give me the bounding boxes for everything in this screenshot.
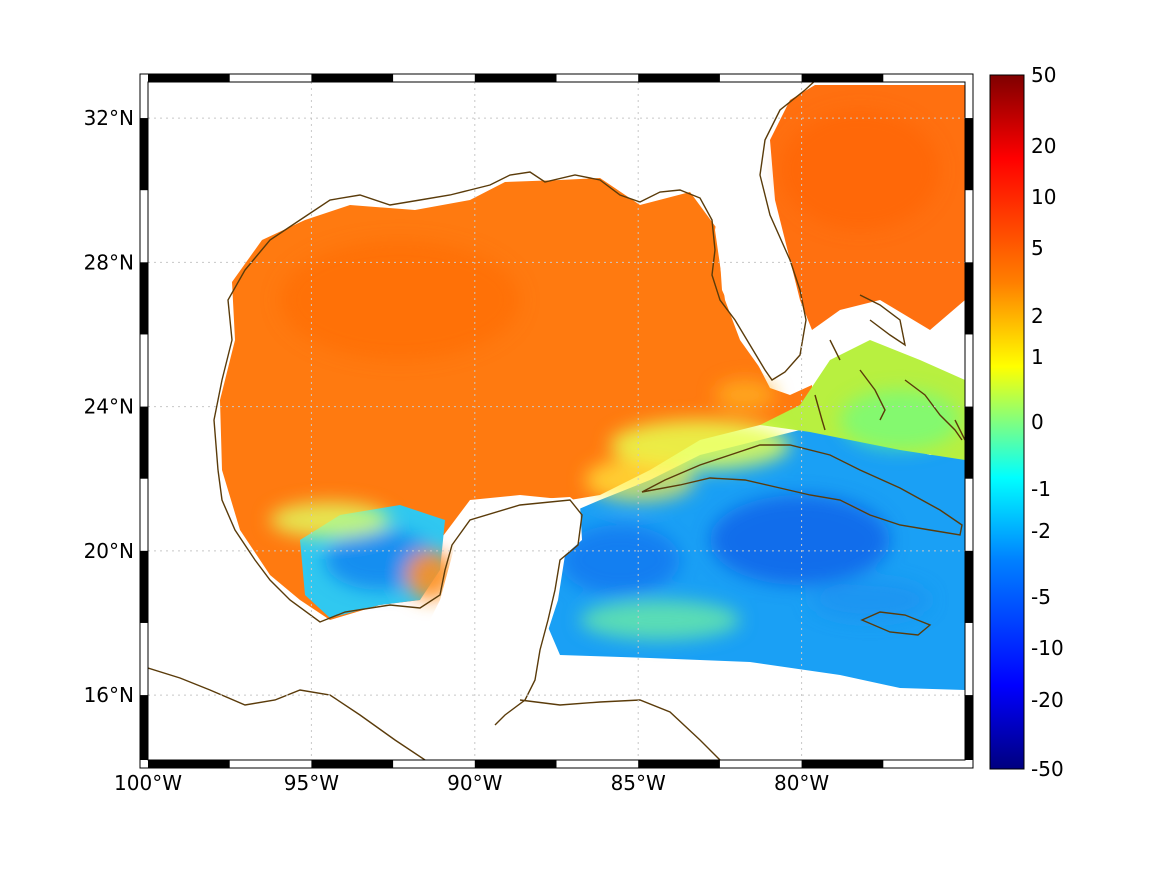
lat-tick-label: 32°N (84, 106, 134, 130)
lat-tick-label: 16°N (84, 683, 134, 707)
frame-segment (638, 74, 720, 82)
colorbar-tick-label: 0 (1031, 410, 1044, 434)
frame-segment (638, 760, 720, 768)
frame-segment (965, 262, 973, 335)
colorbar-tick-label: 1 (1031, 345, 1044, 369)
frame-segment (311, 74, 394, 82)
map-frame (139, 73, 974, 769)
frame-segment (140, 695, 148, 760)
lat-tick-label: 24°N (84, 395, 134, 419)
jamaica-coast (860, 611, 932, 636)
field-blend (270, 110, 960, 640)
frame-segment (474, 760, 557, 768)
mexico-gulf-coast (217, 469, 583, 726)
colorbar-tick-label: 50 (1031, 63, 1056, 87)
lon-tick-label: 90°W (447, 771, 502, 795)
honduras-coast (519, 699, 721, 760)
colorbar-tick-label: 10 (1031, 185, 1056, 209)
frame-segment (140, 118, 148, 191)
lon-tick-label: 100°W (114, 771, 182, 795)
frame-segment (801, 760, 884, 768)
data-field (220, 85, 965, 690)
colorbar-bar (989, 74, 1025, 770)
land-mask (148, 82, 814, 760)
colorbar-tick-label: -50 (1031, 757, 1064, 781)
hispaniola-coast (954, 419, 965, 441)
lat-tick-label: 20°N (84, 539, 134, 563)
graticule (148, 82, 965, 760)
colorbar-tick-label: 5 (1031, 236, 1044, 260)
frame-segment (965, 695, 973, 760)
colorbar-tick-label: 20 (1031, 134, 1056, 158)
cuba-coast (641, 444, 963, 536)
frame-segment (148, 760, 230, 768)
frame-segment (965, 118, 973, 191)
lon-tick-label: 80°W (774, 771, 829, 795)
frame-segment (148, 74, 230, 82)
frame-segment (801, 74, 884, 82)
lon-tick-label: 85°W (611, 771, 666, 795)
coastlines (148, 82, 965, 760)
colorbar-tick-label: -2 (1031, 519, 1051, 543)
colorbar-tick-label: -20 (1031, 688, 1064, 712)
frame-segment (140, 406, 148, 479)
frame-segment (965, 406, 973, 479)
central-america-land (148, 665, 420, 760)
frame-segment (474, 74, 557, 82)
lon-tick-label: 95°W (284, 771, 339, 795)
yucatan-land (380, 497, 582, 760)
frame-segment (140, 550, 148, 623)
florida-land (715, 82, 814, 380)
frame-segment (140, 262, 148, 335)
lat-tick-label: 28°N (84, 250, 134, 274)
us-gulf-coast (213, 82, 815, 471)
bahamas-coast (814, 294, 963, 441)
colorbar-tick-label: -1 (1031, 477, 1051, 501)
colorbar-tick-label: -5 (1031, 585, 1051, 609)
colorbar-tick-label: -10 (1031, 636, 1064, 660)
frame-segment (965, 550, 973, 623)
colorbar-tick-label: 2 (1031, 304, 1044, 328)
frame-segment (311, 760, 394, 768)
axis-labels: 100°W 95°W 90°W 85°W 80°W 32°N 28°N 24°N 20°N 16°… (84, 106, 830, 795)
